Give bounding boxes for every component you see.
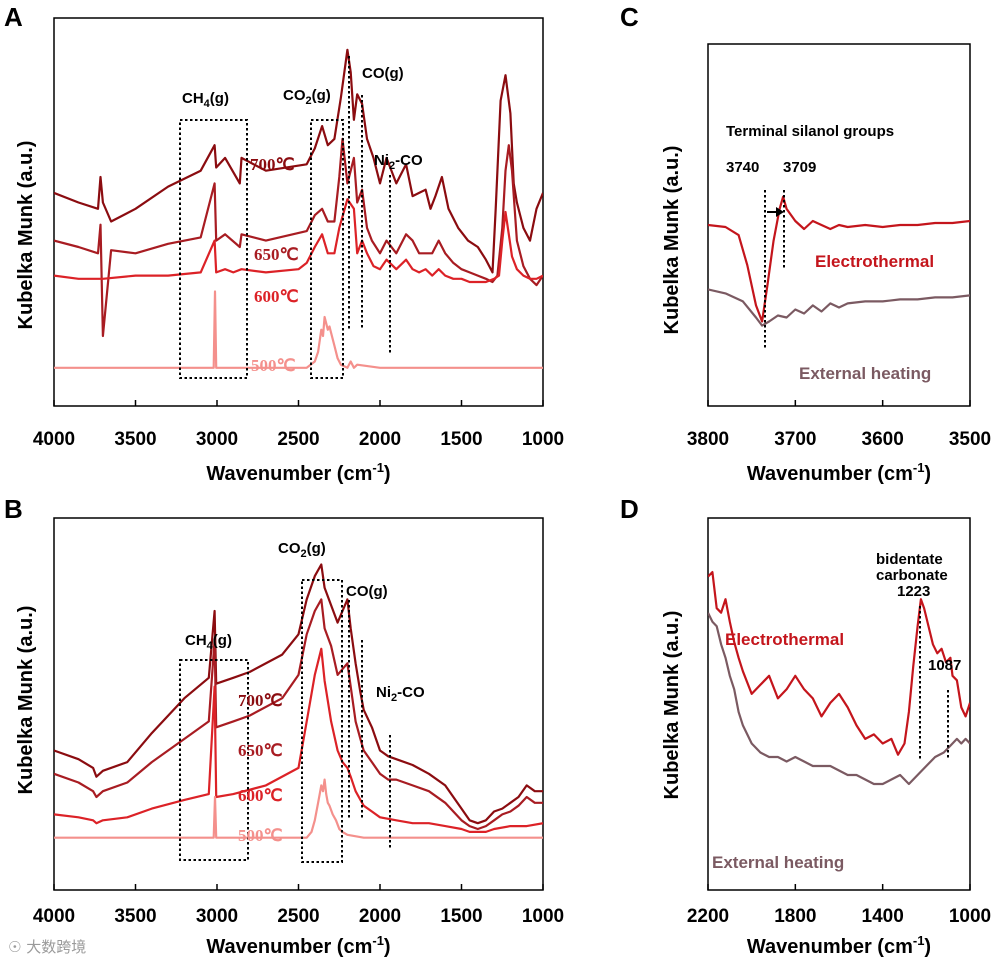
x-tick-label: 3600 bbox=[862, 429, 904, 450]
panel-c-chart: 3800 3700 3600 3500 Wavenumber (cm-1) Kubelka… bbox=[661, 43, 991, 485]
peak-3740-label: 3740 bbox=[726, 159, 759, 176]
x-tick-label: 3800 bbox=[687, 429, 729, 450]
electrothermal-label-c: Electrothermal bbox=[815, 252, 934, 271]
watermark-text: 大数跨境 bbox=[26, 938, 87, 956]
y-axis-label: Kubelka Munk (a.u.) bbox=[15, 141, 37, 330]
co2-box-b bbox=[301, 579, 343, 863]
x-axis-label: Wavenumber (cm-1) bbox=[206, 933, 390, 958]
plot-frame-b bbox=[53, 517, 544, 891]
series-line-t500 bbox=[54, 290, 543, 369]
x-tick-label: 3000 bbox=[196, 906, 238, 927]
x-tick-label: 1000 bbox=[522, 906, 564, 927]
y-axis-label: Kubelka Munk (a.u.) bbox=[661, 611, 683, 800]
temp-500-b: 500℃ bbox=[238, 826, 283, 845]
electrothermal-label-d: Electrothermal bbox=[725, 630, 844, 649]
x-tick-label: 3000 bbox=[196, 429, 238, 450]
x-axis-label: Wavenumber (cm-1) bbox=[747, 933, 931, 958]
series-line-t700 bbox=[54, 48, 543, 274]
x-tick-label: 2500 bbox=[277, 429, 319, 450]
co2-label-a: CO2(g) bbox=[283, 87, 331, 107]
x-tick-label: 1000 bbox=[949, 906, 991, 927]
panel-label-d: D bbox=[620, 494, 639, 524]
panel-a-chart: 4000 3500 3000 2500 2000 1500 1000 Wavenumber (… bbox=[15, 17, 564, 485]
x-tick-label: 1500 bbox=[440, 906, 482, 927]
co2-box-a bbox=[310, 119, 344, 379]
series-line-electrothermal bbox=[708, 571, 970, 756]
panel-a-annotations: CH4(g) CO2(g) CO(g) Ni2-CO 700℃ 650℃ 600… bbox=[179, 56, 423, 379]
x-tick-label: 2200 bbox=[687, 906, 729, 927]
panel-d-chart: 2200 1800 1400 1000 Wavenumber (cm-1) Kubelka… bbox=[661, 517, 991, 958]
series-line-t500 bbox=[54, 778, 543, 839]
x-tick-label: 2000 bbox=[359, 429, 401, 450]
nico-label-a: Ni2-CO bbox=[374, 152, 423, 172]
y-axis-label: Kubelka Munk (a.u.) bbox=[15, 606, 37, 795]
panel-label-c: C bbox=[620, 2, 639, 32]
ch4-label-a: CH4(g) bbox=[182, 90, 229, 110]
bidentate-label: bidentate bbox=[876, 551, 943, 568]
series-line-t700 bbox=[54, 563, 543, 825]
x-tick-label: 4000 bbox=[33, 906, 75, 927]
watermark-logo-icon: ☉ bbox=[8, 938, 22, 956]
x-tick-label: 2000 bbox=[359, 906, 401, 927]
x-tick-label: 3500 bbox=[949, 429, 991, 450]
x-tick-label: 1800 bbox=[774, 906, 816, 927]
ch4-box-b bbox=[179, 659, 249, 861]
series-line-external bbox=[708, 288, 970, 327]
co-label-b: CO(g) bbox=[346, 583, 388, 600]
temp-600-a: 600℃ bbox=[254, 287, 299, 306]
temp-700-a: 700℃ bbox=[250, 155, 295, 174]
series-line-t650 bbox=[54, 137, 543, 338]
shift-arrow-icon bbox=[776, 207, 784, 217]
y-axis-label: Kubelka Munk (a.u.) bbox=[661, 146, 683, 335]
carbonate-label: carbonate bbox=[876, 567, 948, 584]
temp-650-b: 650℃ bbox=[238, 741, 283, 760]
panel-c-annotations: Terminal silanol groups 3740 3709 Electr… bbox=[726, 123, 934, 383]
panel-label-b: B bbox=[4, 494, 23, 524]
x-tick-label: 2500 bbox=[277, 906, 319, 927]
panel-b-chart: 4000 3500 3000 2500 2000 1500 1000 Wavenumber (… bbox=[15, 517, 564, 958]
x-tick-label: 4000 bbox=[33, 429, 75, 450]
panel-d-annotations: bidentate carbonate 1223 1087 Electrothe… bbox=[712, 551, 961, 872]
ch4-box-a bbox=[179, 119, 248, 379]
temp-600-b: 600℃ bbox=[238, 786, 283, 805]
series-line-electrothermal bbox=[708, 195, 970, 323]
nico-label-b: Ni2-CO bbox=[376, 684, 425, 704]
co-label-a: CO(g) bbox=[362, 65, 404, 82]
x-tick-label: 3700 bbox=[774, 429, 816, 450]
temp-650-a: 650℃ bbox=[254, 245, 299, 264]
peak-3709-label: 3709 bbox=[783, 159, 816, 176]
peak-1223-label: 1223 bbox=[897, 583, 930, 600]
watermark: ☉ 大数跨境 bbox=[8, 936, 86, 957]
x-tick-label: 3500 bbox=[114, 906, 156, 927]
panel-b-annotations: CH4(g) CO2(g) CO(g) Ni2-CO 700℃ 650℃ 600… bbox=[179, 540, 425, 863]
panel-label-a: A bbox=[4, 2, 23, 32]
temp-700-b: 700℃ bbox=[238, 691, 283, 710]
silanol-heading: Terminal silanol groups bbox=[726, 123, 894, 140]
peak-1087-label: 1087 bbox=[928, 657, 961, 674]
series-line-external bbox=[708, 612, 970, 786]
temp-500-a: 500℃ bbox=[251, 356, 296, 375]
series-line-t600 bbox=[54, 198, 543, 284]
external-label-d: External heating bbox=[712, 853, 844, 872]
external-label-c: External heating bbox=[799, 364, 931, 383]
series-line-t650 bbox=[54, 598, 543, 831]
x-tick-label: 1500 bbox=[440, 429, 482, 450]
series-line-t600 bbox=[54, 647, 543, 833]
ch4-label-b: CH4(g) bbox=[185, 632, 232, 652]
x-axis-label: Wavenumber (cm-1) bbox=[747, 460, 931, 485]
x-tick-label: 1400 bbox=[862, 906, 904, 927]
x-tick-label: 1000 bbox=[522, 429, 564, 450]
x-axis-label: Wavenumber (cm-1) bbox=[206, 460, 390, 485]
x-tick-label: 3500 bbox=[114, 429, 156, 450]
co2-label-b: CO2(g) bbox=[278, 540, 326, 560]
